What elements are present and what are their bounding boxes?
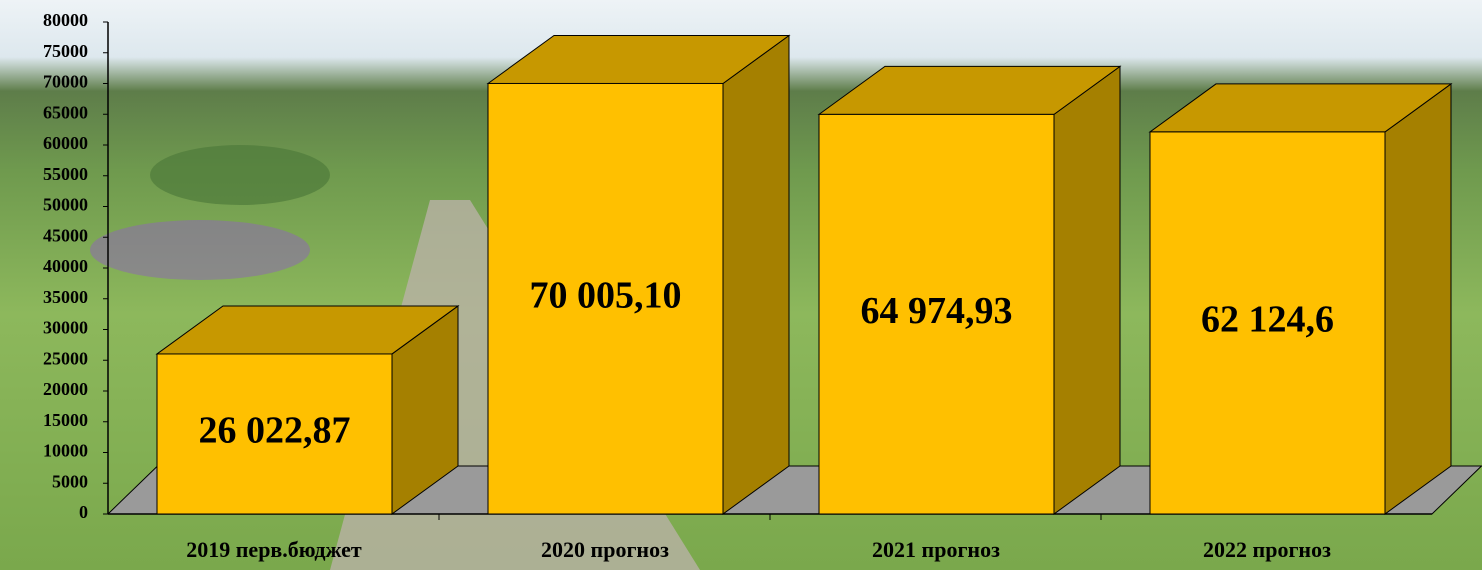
y-tick-label: 20000 <box>43 379 88 399</box>
x-tick-label: 2022 прогноз <box>1203 537 1331 562</box>
y-tick-label: 35000 <box>43 287 88 307</box>
y-tick-label: 55000 <box>43 164 88 184</box>
y-tick-label: 0 <box>79 502 88 522</box>
flowers <box>90 220 310 280</box>
y-tick-label: 45000 <box>43 225 88 245</box>
y-tick-label: 30000 <box>43 318 88 338</box>
bar <box>818 113 1055 515</box>
y-tick-label: 60000 <box>43 133 88 153</box>
value-label: 70 005,10 <box>530 274 682 316</box>
bushes <box>150 145 330 205</box>
bar-side <box>722 34 790 515</box>
y-tick-label: 50000 <box>43 195 88 215</box>
value-label: 62 124,6 <box>1201 299 1334 341</box>
bar-side <box>1384 82 1452 515</box>
y-tick-label: 75000 <box>43 41 88 61</box>
bar <box>487 82 724 515</box>
y-tick-label: 10000 <box>43 441 88 461</box>
value-label: 64 974,93 <box>861 290 1013 332</box>
y-tick-label: 70000 <box>43 72 88 92</box>
y-tick-label: 5000 <box>52 471 88 491</box>
y-tick-label: 80000 <box>43 10 88 30</box>
bar-side <box>1053 65 1121 515</box>
plot: 0 5000 10000 15000 20000 25000 30000 35000 40000… <box>43 10 1482 562</box>
bar <box>1149 131 1386 515</box>
x-tick-label: 2021 прогноз <box>872 537 1000 562</box>
y-tick-label: 65000 <box>43 102 88 122</box>
y-tick-label: 40000 <box>43 256 88 276</box>
value-label: 26 022,87 <box>199 410 351 452</box>
bar <box>156 353 393 515</box>
x-tick-label: 2019 перв.бюджет <box>186 537 362 562</box>
y-tick-label: 15000 <box>43 410 88 430</box>
y-tick-label: 25000 <box>43 348 88 368</box>
x-tick-label: 2020 прогноз <box>541 537 669 562</box>
